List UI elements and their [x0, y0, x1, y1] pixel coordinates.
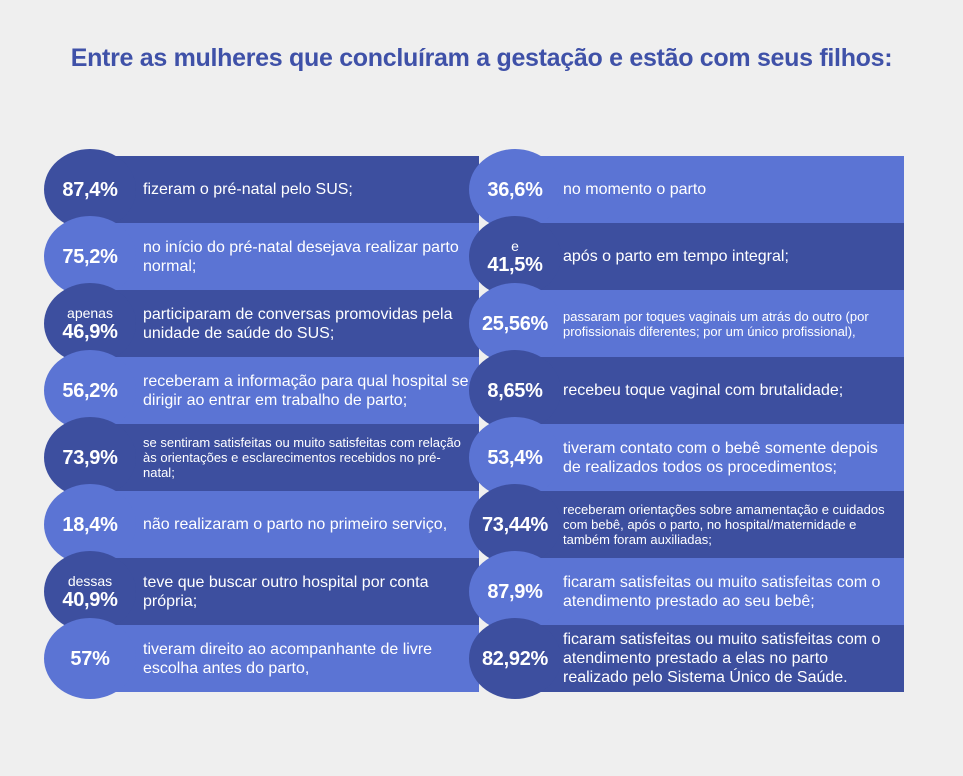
- page-title: Entre as mulheres que concluíram a gesta…: [70, 44, 893, 72]
- stat-band: [84, 491, 479, 558]
- stat-value: 82,92%: [481, 647, 549, 670]
- stat-description: passaram por toques vaginais um atrás do…: [563, 308, 869, 339]
- stat-prefix: apenas: [67, 304, 113, 321]
- stat-description: não realizaram o parto no primeiro servi…: [143, 516, 448, 533]
- stat-row: 87,4% fizeram o pré-natal pelo SUS;: [44, 149, 479, 230]
- stat-circle: 87,4%: [44, 149, 136, 230]
- stat-row: 73,44% receberam orientações sobre amame…: [469, 484, 904, 565]
- stat-description: tiveram direito ao acompanhante de livre…: [143, 640, 433, 677]
- stat-value: 56,2%: [62, 379, 118, 402]
- stat-description: ficaram satisfeitas ou muito satisfeitas…: [563, 573, 881, 610]
- stat-description: ficaram satisfeitas ou muito satisfeitas…: [563, 631, 881, 686]
- stat-band: [84, 290, 479, 357]
- stat-band: [509, 625, 904, 692]
- stat-row: 82,92% ficaram satisfeitas ou muito sati…: [469, 618, 904, 699]
- stat-band: [509, 223, 904, 290]
- stat-circle: 25,56%: [469, 283, 561, 364]
- stat-value: 8,65%: [487, 379, 543, 402]
- stat-band: [84, 558, 479, 625]
- stat-band: [509, 424, 904, 491]
- stat-band: [84, 424, 479, 491]
- stat-description: no início do pré-natal desejava realizar…: [143, 238, 459, 275]
- stat-row: 53,4% tiveram contato com o bebê somente…: [469, 417, 904, 498]
- stat-band: [84, 625, 479, 692]
- stat-description: tiveram contato com o bebê somente depoi…: [563, 439, 878, 476]
- stat-circle: 82,92%: [469, 618, 561, 699]
- stat-band: [509, 491, 904, 558]
- stat-row: 57% tiveram direito ao acompanhante de l…: [44, 618, 479, 699]
- stat-band: [509, 290, 904, 357]
- stat-value: 46,9%: [62, 320, 118, 343]
- stat-description: fizeram o pré-natal pelo SUS;: [143, 181, 353, 198]
- stat-description: teve que buscar outro hospital por conta…: [143, 573, 429, 610]
- stat-description: no momento o parto: [563, 181, 707, 198]
- stat-value: 36,6%: [487, 178, 543, 201]
- left-column: 87,4% fizeram o pré-natal pelo SUS; 75,2…: [44, 149, 479, 699]
- stat-row: 87,9% ficaram satisfeitas ou muito satis…: [469, 551, 904, 632]
- stat-description: receberam orientações sobre amamentação …: [563, 502, 885, 547]
- stat-value: 75,2%: [62, 245, 118, 268]
- stat-row: 75,2% no início do pré-natal desejava re…: [44, 216, 479, 297]
- stat-row: 56,2% receberam a informação para qual h…: [44, 350, 479, 431]
- stat-description: recebeu toque vaginal com brutalidade;: [563, 382, 844, 399]
- stat-value: 57%: [70, 647, 110, 670]
- stat-band: [509, 558, 904, 625]
- stat-value: 73,9%: [62, 446, 118, 469]
- stat-value: 40,9%: [62, 588, 118, 611]
- stat-description: se sentiram satisfeitas ou muito satisfe…: [143, 435, 461, 480]
- stat-row: 25,56% passaram por toques vaginais um a…: [469, 283, 904, 364]
- stat-row: 36,6% no momento o parto: [469, 149, 904, 230]
- stat-description: receberam a informação para qual hospita…: [143, 372, 469, 409]
- stat-value: 87,4%: [62, 178, 118, 201]
- stat-band: [509, 357, 904, 424]
- stat-value: 25,56%: [481, 312, 549, 335]
- stat-value: 53,4%: [487, 446, 543, 469]
- stat-description: após o parto em tempo integral;: [563, 248, 789, 265]
- stat-value: 87,9%: [487, 580, 543, 603]
- stat-row: 18,4% não realizaram o parto no primeiro…: [44, 484, 479, 565]
- stat-row: e 41,5% após o parto em tempo integral;: [469, 216, 904, 297]
- stat-prefix: dessas: [67, 572, 113, 589]
- stat-band: [84, 223, 479, 290]
- stat-band: [509, 156, 904, 223]
- stat-band: [84, 357, 479, 424]
- stat-row: dessas 40,9% teve que buscar outro hospi…: [44, 551, 479, 632]
- stat-band: [84, 156, 479, 223]
- stat-value: 41,5%: [487, 253, 543, 276]
- stat-prefix: e: [511, 237, 519, 254]
- stat-row: 73,9% se sentiram satisfeitas ou muito s…: [44, 417, 479, 498]
- stat-circle: 57%: [44, 618, 136, 699]
- stat-row: 8,65% recebeu toque vaginal com brutalid…: [469, 350, 904, 431]
- stat-circle: 87,9%: [469, 551, 561, 632]
- right-column: 36,6% no momento o parto e 41,5% após o …: [469, 149, 904, 699]
- stat-description: participaram de conversas promovidas pel…: [143, 305, 453, 342]
- stat-row: apenas 46,9% participaram de conversas p…: [44, 283, 479, 364]
- stat-value: 18,4%: [62, 513, 118, 536]
- stat-value: 73,44%: [481, 513, 549, 536]
